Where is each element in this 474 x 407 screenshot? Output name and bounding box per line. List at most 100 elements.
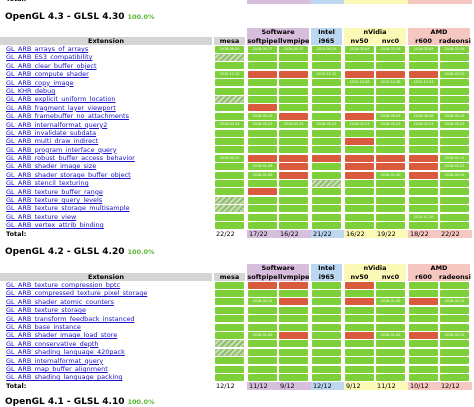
status-cell-supported[interactable]	[345, 365, 374, 373]
status-cell-supported[interactable]	[312, 281, 341, 289]
status-cell-supported[interactable]: 2016-03-23	[312, 121, 341, 129]
status-cell-supported[interactable]: 2016-03-20	[440, 70, 469, 78]
extension-link[interactable]: GL_ARB_texture_query_levels	[6, 196, 103, 205]
status-cell-supported[interactable]	[440, 348, 469, 356]
status-cell-supported[interactable]	[248, 315, 277, 323]
status-cell-supported[interactable]	[279, 196, 308, 204]
status-cell-supported[interactable]	[279, 96, 308, 104]
status-cell-supported[interactable]	[215, 298, 244, 306]
extension-link[interactable]: GL_ARB_texture_storage	[6, 306, 86, 315]
status-cell-supported[interactable]	[409, 373, 438, 381]
status-cell-supported[interactable]: 2016-01-06	[248, 332, 277, 340]
status-cell-supported[interactable]	[440, 373, 469, 381]
status-cell-supported[interactable]	[215, 87, 244, 95]
status-cell-supported[interactable]	[376, 129, 405, 137]
status-cell-supported[interactable]	[248, 129, 277, 137]
status-cell-supported[interactable]	[345, 323, 374, 331]
status-cell-supported[interactable]	[312, 62, 341, 70]
extension-link[interactable]: GL_ARB_texture_view	[6, 212, 77, 221]
status-cell-supported[interactable]: 2015-10-28	[345, 79, 374, 87]
status-cell-partial[interactable]	[215, 340, 244, 348]
extension-link[interactable]: GL_ARB_robust_buffer_access_behavior	[6, 154, 135, 163]
status-cell-unsupported[interactable]	[409, 154, 438, 162]
status-cell-supported[interactable]	[376, 213, 405, 221]
status-cell-supported[interactable]	[345, 373, 374, 381]
status-cell-supported[interactable]	[376, 54, 405, 62]
status-cell-supported[interactable]	[312, 163, 341, 171]
status-cell-supported[interactable]: 2015-12-12	[312, 70, 341, 78]
extension-link[interactable]: GL_ARB_internalformat_query	[6, 356, 104, 365]
extension-link[interactable]: GL_ARB_vertex_attrib_binding	[6, 221, 104, 230]
status-cell-supported[interactable]	[215, 112, 244, 120]
status-cell-supported[interactable]	[215, 188, 244, 196]
status-cell-unsupported[interactable]	[279, 154, 308, 162]
status-cell-supported[interactable]	[279, 54, 308, 62]
status-cell-supported[interactable]	[409, 348, 438, 356]
status-cell-supported[interactable]	[312, 54, 341, 62]
status-cell-unsupported[interactable]	[409, 171, 438, 179]
status-cell-supported[interactable]	[279, 137, 308, 145]
status-cell-supported[interactable]	[279, 348, 308, 356]
status-cell-unsupported[interactable]	[279, 281, 308, 289]
extension-link[interactable]: GL_ARB_internalformat_query2	[6, 120, 108, 129]
status-cell-supported[interactable]	[345, 146, 374, 154]
status-cell-supported[interactable]	[279, 365, 308, 373]
status-cell-supported[interactable]: 2016-04-12	[440, 332, 469, 340]
status-cell-supported[interactable]: 2016-02-09	[376, 45, 405, 53]
status-cell-unsupported[interactable]	[409, 298, 438, 306]
status-cell-supported[interactable]	[279, 129, 308, 137]
status-cell-supported[interactable]	[248, 196, 277, 204]
status-cell-supported[interactable]	[345, 188, 374, 196]
status-cell-supported[interactable]: 2016-09-17	[248, 45, 277, 53]
status-cell-supported[interactable]	[248, 54, 277, 62]
status-cell-supported[interactable]: 2016-02-09	[409, 45, 438, 53]
status-cell-supported[interactable]: 2016-03-23	[345, 121, 374, 129]
status-cell-unsupported[interactable]	[248, 188, 277, 196]
status-cell-supported[interactable]: 2015-09-25	[312, 45, 341, 53]
status-cell-partial[interactable]	[215, 196, 244, 204]
status-cell-supported[interactable]	[409, 281, 438, 289]
status-cell-supported[interactable]	[376, 104, 405, 112]
status-cell-supported[interactable]	[312, 290, 341, 298]
status-cell-unsupported[interactable]	[409, 163, 438, 171]
status-cell-supported[interactable]	[312, 104, 341, 112]
status-cell-supported[interactable]: 2015-12-12	[215, 70, 244, 78]
status-cell-supported[interactable]: 2015-11-10	[409, 213, 438, 221]
status-cell-supported[interactable]	[215, 315, 244, 323]
status-cell-supported[interactable]	[440, 213, 469, 221]
status-cell-supported[interactable]	[345, 306, 374, 314]
status-cell-supported[interactable]	[215, 79, 244, 87]
status-cell-supported[interactable]	[409, 146, 438, 154]
status-cell-unsupported[interactable]	[248, 281, 277, 289]
status-cell-supported[interactable]	[409, 129, 438, 137]
status-cell-unsupported[interactable]	[409, 332, 438, 340]
status-cell-supported[interactable]	[409, 205, 438, 213]
extension-link[interactable]: GL_ARB_ES3_compatibility	[6, 53, 93, 62]
extension-link[interactable]: GL_ARB_explicit_uniform_location	[6, 95, 116, 104]
status-cell-supported[interactable]	[409, 62, 438, 70]
status-cell-supported[interactable]	[279, 179, 308, 187]
extension-link[interactable]: GL_ARB_shader_storage_buffer_object	[6, 170, 131, 179]
status-cell-supported[interactable]	[376, 357, 405, 365]
status-cell-supported[interactable]	[215, 221, 244, 229]
extension-link[interactable]: GL_ARB_conservative_depth	[6, 339, 99, 348]
status-cell-supported[interactable]	[215, 104, 244, 112]
status-cell-partial[interactable]	[215, 54, 244, 62]
status-cell-supported[interactable]	[279, 290, 308, 298]
extension-link[interactable]: GL_ARB_multi_draw_indirect	[6, 137, 99, 146]
extension-link[interactable]: GL_ARB_program_interface_query	[6, 145, 117, 154]
status-cell-supported[interactable]: 2016-09-17	[279, 45, 308, 53]
extension-link[interactable]: GL_ARB_shading_language_420pack	[6, 348, 125, 357]
status-cell-supported[interactable]: 2016-03-23	[440, 121, 469, 129]
extension-link[interactable]: GL_ARB_shader_atomic_counters	[6, 297, 114, 306]
status-cell-supported[interactable]: 2016-03-21	[440, 163, 469, 171]
status-cell-partial[interactable]	[312, 179, 341, 187]
status-cell-supported[interactable]	[312, 196, 341, 204]
extension-link[interactable]: GL_ARB_framebuffer_no_attachments	[6, 112, 129, 121]
status-cell-supported[interactable]: 2016-03-23	[248, 121, 277, 129]
status-cell-supported[interactable]: 2016-01-06	[248, 163, 277, 171]
status-cell-supported[interactable]: 2016-01-30	[376, 171, 405, 179]
extension-link[interactable]: GL_ARB_shader_image_load_store	[6, 331, 118, 340]
status-cell-supported[interactable]	[248, 290, 277, 298]
status-cell-supported[interactable]	[279, 205, 308, 213]
